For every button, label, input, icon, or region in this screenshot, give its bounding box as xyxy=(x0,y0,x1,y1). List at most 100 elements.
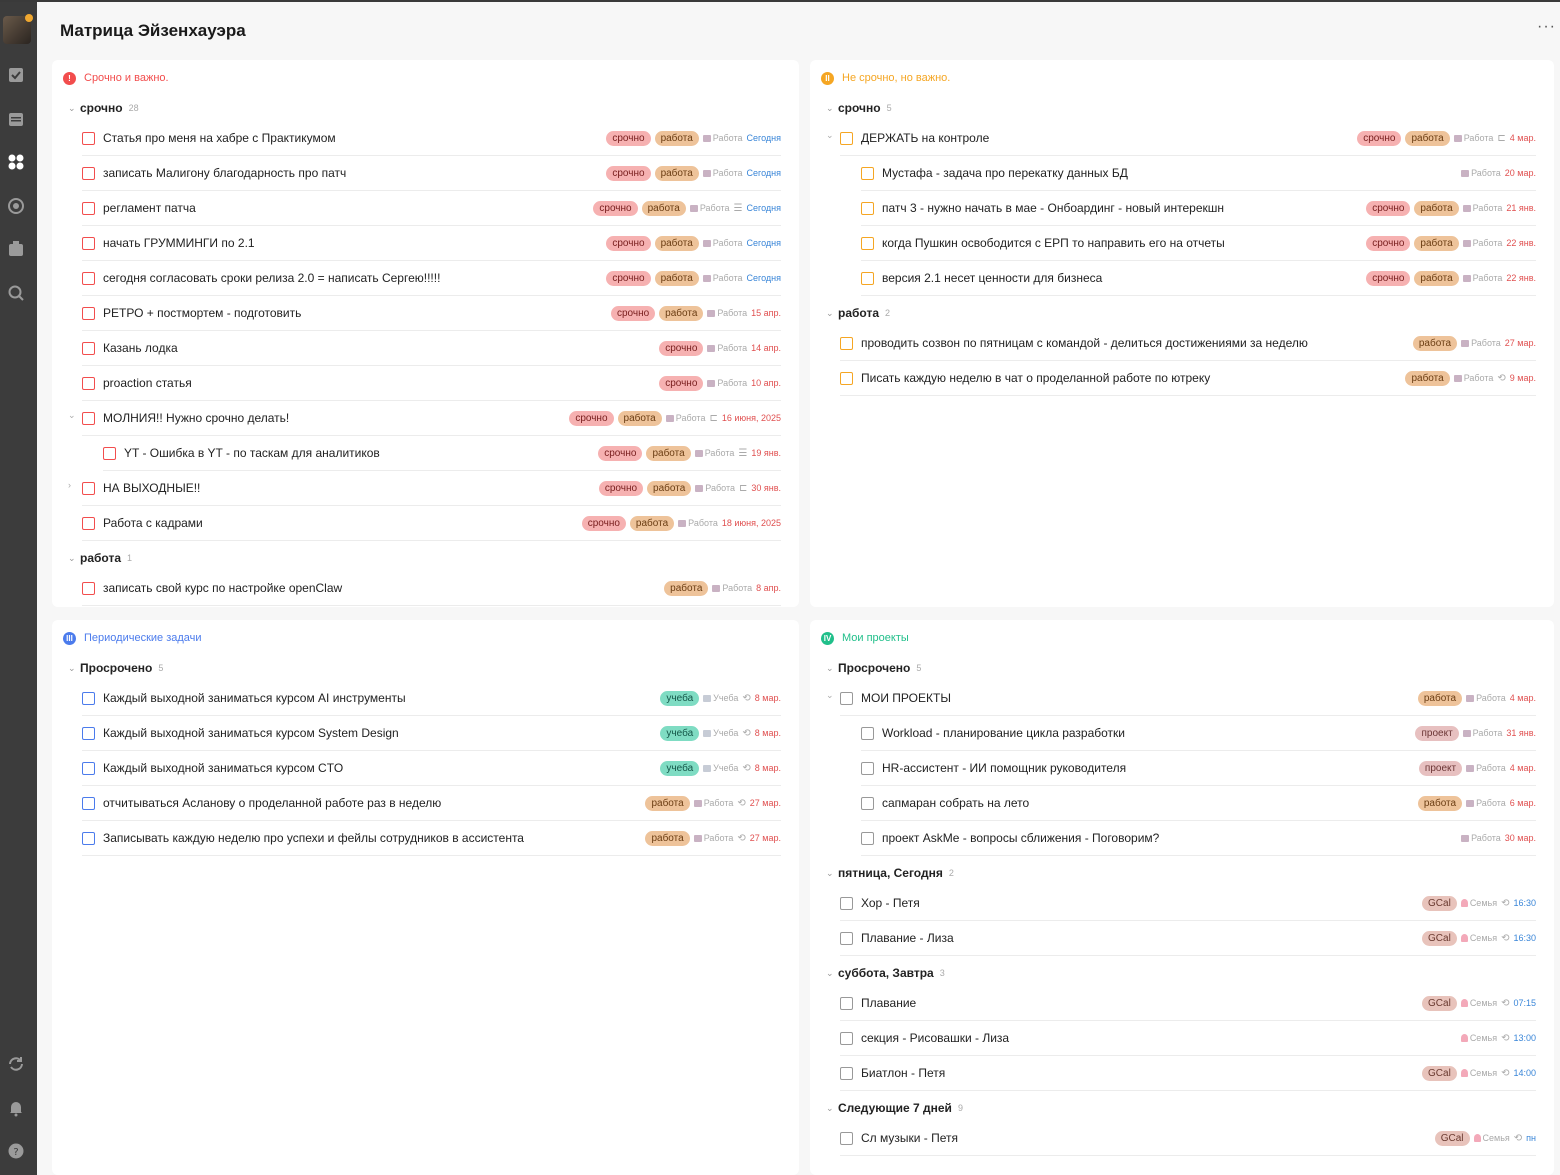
chevron-down-icon[interactable]: ⌄ xyxy=(68,102,76,113)
tag-work[interactable]: работа xyxy=(1412,335,1458,351)
task-title[interactable]: Казань лодка xyxy=(103,341,178,355)
task-checkbox[interactable] xyxy=(861,761,874,775)
task-title[interactable]: Workload - планирование цикла разработки xyxy=(882,726,1125,740)
search-icon[interactable] xyxy=(6,283,26,303)
task-checkbox[interactable] xyxy=(82,341,95,355)
tag-work[interactable]: работа xyxy=(664,580,709,596)
tag-work[interactable]: работа xyxy=(645,795,690,811)
tag-urgent[interactable]: срочно xyxy=(606,130,651,146)
tag-work[interactable]: работа xyxy=(641,200,686,216)
tag-study[interactable]: учеба xyxy=(660,725,700,741)
task-title[interactable]: начать ГРУММИНГИ по 2.1 xyxy=(103,236,255,250)
task-row[interactable]: HR-ассистент - ИИ помощник руководителя п… xyxy=(861,751,1536,786)
tag-gcal[interactable]: GCal xyxy=(1422,995,1457,1011)
help-icon[interactable]: ? xyxy=(6,1141,26,1161)
task-title[interactable]: патч 3 - нужно начать в мае - Онбоардинг… xyxy=(882,201,1225,215)
tag-urgent[interactable]: срочно xyxy=(1357,130,1402,146)
task-row[interactable]: Записывать каждую неделю про успехи и фе… xyxy=(82,821,781,856)
task-checkbox[interactable] xyxy=(840,691,853,705)
task-title[interactable]: YT - Ошибка в YT - по таскам для аналити… xyxy=(124,446,380,460)
task-row[interactable]: регламент патча срочно работа Работа ☰ Сегодн… xyxy=(82,191,781,226)
quadrant-title[interactable]: Срочно и важно. xyxy=(84,72,169,84)
focus-icon[interactable] xyxy=(6,196,26,216)
sync-icon[interactable] xyxy=(6,1054,26,1074)
tag-gcal[interactable]: GCal xyxy=(1434,1130,1470,1146)
task-checkbox[interactable] xyxy=(82,166,95,180)
task-title[interactable]: Хор - Петя xyxy=(861,896,920,910)
task-title[interactable]: Плавание - Лиза xyxy=(861,931,954,945)
task-checkbox[interactable] xyxy=(861,271,874,285)
group-header[interactable]: ⌄ работа 2 xyxy=(826,303,890,323)
task-checkbox[interactable] xyxy=(840,1031,853,1045)
task-title[interactable]: Плавание xyxy=(861,996,917,1010)
tag-work[interactable]: работа xyxy=(1414,200,1459,216)
task-row[interactable]: записать свой курс по настройке openClaw… xyxy=(82,571,781,606)
task-checkbox[interactable] xyxy=(82,271,95,285)
avatar[interactable] xyxy=(3,14,33,44)
task-checkbox[interactable] xyxy=(861,726,874,740)
tag-gcal[interactable]: GCal xyxy=(1422,930,1457,946)
task-title[interactable]: сегодня согласовать сроки релиза 2.0 = н… xyxy=(103,271,441,285)
task-row[interactable]: Биатлон - Петя GCal Семья ⟲ 14:00 xyxy=(840,1056,1536,1091)
task-title[interactable]: Статья про меня на хабре с Практикумом xyxy=(103,131,336,145)
tag-urgent[interactable]: срочно xyxy=(569,410,614,426)
tag-urgent[interactable]: срочно xyxy=(659,375,704,391)
more-options-button[interactable]: ··· xyxy=(1537,18,1556,35)
task-row[interactable]: начать ГРУММИНГИ по 2.1 срочно работа Работ… xyxy=(82,226,781,261)
task-row[interactable]: Каждый выходной заниматься курсом CTO уче… xyxy=(82,751,781,786)
task-title[interactable]: отчитываться Асланову о проделанной рабо… xyxy=(103,796,442,810)
task-title[interactable]: Каждый выходной заниматься курсом AI инс… xyxy=(103,691,406,705)
task-title[interactable]: НА ВЫХОДНЫЕ!! xyxy=(103,481,201,495)
chevron-down-icon[interactable]: ⌄ xyxy=(826,130,834,140)
tag-urgent[interactable]: срочно xyxy=(659,340,704,356)
task-row[interactable]: Работа с кадрами срочно работа Работа 18 июн… xyxy=(82,506,781,541)
chevron-down-icon[interactable]: ⌄ xyxy=(826,867,834,878)
task-row[interactable]: Статья про меня на хабре с Практикумом ср… xyxy=(82,121,781,156)
tag-work[interactable]: работа xyxy=(654,235,699,251)
quadrant-title[interactable]: Мои проекты xyxy=(842,632,909,644)
tag-work[interactable]: работа xyxy=(1417,795,1463,811)
task-checkbox[interactable] xyxy=(861,831,874,845)
task-title[interactable]: proaction статья xyxy=(103,376,192,390)
chevron-down-icon[interactable]: ⌄ xyxy=(68,552,76,563)
chevron-down-icon[interactable]: ⌄ xyxy=(826,690,834,700)
task-row[interactable]: YT - Ошибка в YT - по таскам для аналити… xyxy=(103,436,781,471)
tag-urgent[interactable]: срочно xyxy=(593,200,638,216)
tag-work[interactable]: работа xyxy=(654,270,699,286)
task-title[interactable]: Работа с кадрами xyxy=(103,516,203,530)
task-row[interactable]: Мустафа - задача про перекатку данных БД… xyxy=(861,156,1536,191)
task-title[interactable]: записать свой курс по настройке openClaw xyxy=(103,581,343,595)
task-row[interactable]: МОИ ПРОЕКТЫ работа Работа 4 мар. xyxy=(840,681,1536,716)
task-title[interactable]: Биатлон - Петя xyxy=(861,1066,946,1080)
chevron-down-icon[interactable]: ⌄ xyxy=(826,1102,834,1113)
task-row[interactable]: проект AskMe - вопросы сближения - Погов… xyxy=(861,821,1536,856)
group-header[interactable]: ⌄ суббота, Завтра 3 xyxy=(826,963,945,983)
group-header[interactable]: ⌄ Следующие 7 дней 9 xyxy=(826,1098,963,1118)
tag-work[interactable]: работа xyxy=(1414,270,1459,286)
task-title[interactable]: секция - Рисовашки - Лиза xyxy=(861,1031,1010,1045)
task-row[interactable]: Каждый выходной заниматься курсом System… xyxy=(82,716,781,751)
task-title[interactable]: Каждый выходной заниматься курсом System… xyxy=(103,726,399,740)
group-header[interactable]: ⌄ пятница, Сегодня 2 xyxy=(826,863,954,883)
tag-urgent[interactable]: срочно xyxy=(606,235,651,251)
tag-work[interactable]: работа xyxy=(1414,235,1459,251)
tag-work[interactable]: работа xyxy=(629,515,675,531)
tag-work[interactable]: работа xyxy=(1417,690,1463,706)
task-checkbox[interactable] xyxy=(82,411,95,425)
chevron-down-icon[interactable]: ⌄ xyxy=(826,307,834,318)
quadrant-title[interactable]: Периодические задачи xyxy=(84,632,202,644)
task-checkbox[interactable] xyxy=(861,236,874,250)
tag-project[interactable]: проект xyxy=(1418,760,1463,776)
task-row[interactable]: Workload - планирование цикла разработки… xyxy=(861,716,1536,751)
tag-work[interactable]: работа xyxy=(617,410,662,426)
task-row[interactable]: проводить созвон по пятницам с командой … xyxy=(840,326,1536,361)
task-row[interactable]: отчитываться Асланову о проделанной рабо… xyxy=(82,786,781,821)
task-row[interactable]: патч 3 - нужно начать в мае - Онбоардинг… xyxy=(861,191,1536,226)
task-checkbox[interactable] xyxy=(82,691,95,705)
task-checkbox[interactable] xyxy=(840,1066,853,1080)
task-checkbox[interactable] xyxy=(861,201,874,215)
task-checkbox[interactable] xyxy=(82,796,95,810)
task-row[interactable]: версия 2.1 несет ценности для бизнеса сро… xyxy=(861,261,1536,296)
tag-urgent[interactable]: срочно xyxy=(598,480,644,496)
chevron-down-icon[interactable]: ⌄ xyxy=(826,662,834,673)
